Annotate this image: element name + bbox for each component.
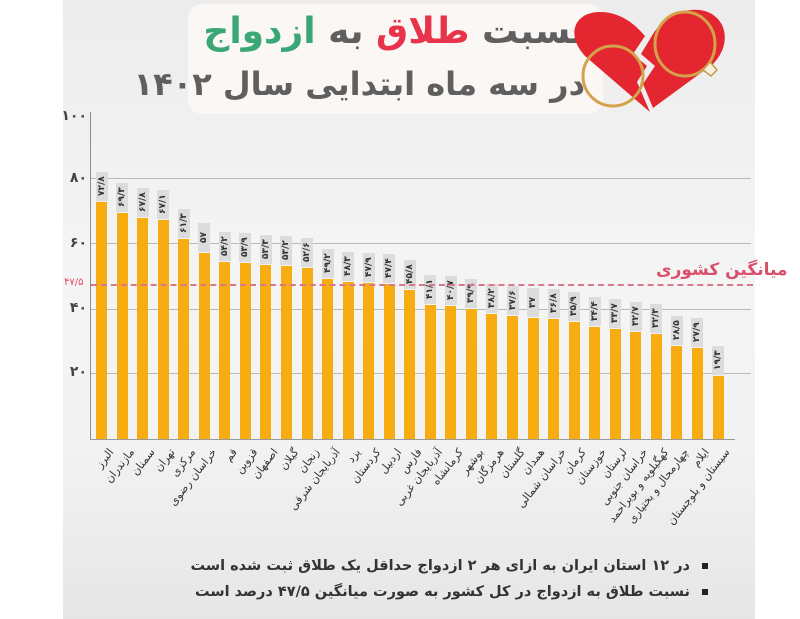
y-tick-60: ۶۰ <box>69 235 87 251</box>
bullet-icon <box>702 563 708 569</box>
bar-value-label: ۳۷ <box>527 288 540 318</box>
bar-value-label: ۵۳/۳ <box>259 235 272 265</box>
bar-value-label: ۳۲/۳ <box>650 303 663 333</box>
bar <box>424 305 436 439</box>
y-tick-20: ۲۰ <box>69 364 87 380</box>
page-title: نسبت طلاق به ازدواج <box>203 10 585 54</box>
bar <box>486 314 498 439</box>
bar <box>568 321 580 439</box>
bar <box>116 213 128 439</box>
bar-value-label: ۵۴/۲ <box>218 232 231 262</box>
bar-value-label: ۴۸/۳ <box>342 251 355 281</box>
bar-value-label: ۴۷/۴ <box>383 254 396 284</box>
bar <box>280 265 292 439</box>
bar <box>157 220 169 439</box>
title-word-to: به <box>328 11 364 52</box>
y-axis <box>90 112 91 440</box>
bar-value-label: ۳۸/۲ <box>485 284 498 314</box>
broken-heart-icon <box>574 9 725 112</box>
bar-value-label: ۵۳/۹ <box>239 233 252 263</box>
bar-value-label: ۶۹/۳ <box>116 183 129 213</box>
title-word-ratio: نسبت <box>482 11 585 52</box>
bar <box>198 253 210 439</box>
national-average-value: ۴۷/۵ <box>64 277 84 288</box>
bar-value-label: ۵۲/۶ <box>301 237 313 267</box>
gridline-80 <box>91 178 751 179</box>
bar <box>239 263 251 439</box>
bar <box>404 289 416 439</box>
bar-value-label: ۴۱/۱ <box>424 275 437 304</box>
bar <box>691 348 703 439</box>
note-text: نسبت طلاق به ازدواج در کل کشور به صورت م… <box>195 584 690 600</box>
bar <box>178 239 190 439</box>
bar-value-label: ۳۷/۶ <box>506 286 519 316</box>
bar <box>630 332 642 439</box>
title-banner: نسبت طلاق به ازدواج در سه ماه ابتدایی سا… <box>134 4 603 114</box>
x-tick-label: اردبیل <box>376 446 404 477</box>
bar-value-label: ۳۲/۷ <box>629 302 642 332</box>
bar <box>671 346 683 439</box>
bar <box>650 333 662 439</box>
bar <box>609 329 621 439</box>
bar-value-label: ۲۸/۵ <box>670 316 683 346</box>
bar-value-label: ۴۰/۷ <box>444 276 457 306</box>
bullet-icon <box>702 589 708 595</box>
gridline-60 <box>91 243 751 244</box>
bar-value-label: ۱۹/۳ <box>712 346 724 376</box>
bar-value-label: ۷۲/۸ <box>95 171 108 201</box>
bar-value-label: ۶۷/۱ <box>157 190 170 220</box>
bar <box>527 318 539 439</box>
title-word-divorce: طلاق <box>376 11 470 52</box>
note-item: در ۱۲ استان ایران به ازای هر ۲ ازدواج حد… <box>190 553 708 579</box>
bar <box>363 282 375 439</box>
bar <box>712 376 724 439</box>
bar-value-label: ۶۱/۳ <box>177 209 190 239</box>
bar-value-label: ۴۹/۲ <box>321 248 334 278</box>
bar <box>96 201 107 439</box>
bar-value-label: ۳۴/۴ <box>588 296 601 326</box>
bar-value-label: ۲۷/۹ <box>691 318 704 348</box>
bar-value-label: ۳۳/۷ <box>609 299 622 329</box>
y-tick-80: ۸۰ <box>69 170 87 186</box>
bar-value-label: ۳۵/۹ <box>568 291 581 321</box>
bar <box>219 262 231 439</box>
bar <box>548 319 560 439</box>
notes-list: در ۱۲ استان ایران به ازای هر ۲ ازدواج حد… <box>190 553 708 605</box>
bar-value-label: ۵۳/۲ <box>280 235 293 265</box>
bar <box>301 267 313 439</box>
x-axis <box>90 439 735 440</box>
note-text: در ۱۲ استان ایران به ازای هر ۲ ازدواج حد… <box>190 558 690 574</box>
national-average-label: میانگین کشوری <box>656 260 788 280</box>
bar-value-label: ۶۷/۸ <box>136 187 149 217</box>
gridline-40 <box>91 309 751 310</box>
bar <box>137 217 149 439</box>
bar <box>445 306 457 439</box>
bar <box>260 265 272 439</box>
y-tick-40: ۴۰ <box>69 300 87 316</box>
y-tick-100: ۱۰۰ <box>61 108 87 124</box>
gridline-20 <box>91 373 751 374</box>
national-average-line <box>91 284 753 286</box>
bar-value-label: ۴۷/۹ <box>362 252 375 282</box>
page-subtitle: در سه ماه ابتدایی سال ۱۴۰۲ <box>133 65 585 103</box>
bar <box>465 308 477 439</box>
note-item: نسبت طلاق به ازدواج در کل کشور به صورت م… <box>190 579 708 605</box>
bar-value-label: ۵۷ <box>198 223 211 253</box>
title-word-marriage: ازدواج <box>203 11 316 52</box>
bar <box>342 281 354 439</box>
bar-value-label: ۳۶/۸ <box>547 289 560 319</box>
bar <box>507 316 518 439</box>
bar <box>322 278 334 439</box>
bar <box>383 284 395 439</box>
bar <box>589 326 601 439</box>
